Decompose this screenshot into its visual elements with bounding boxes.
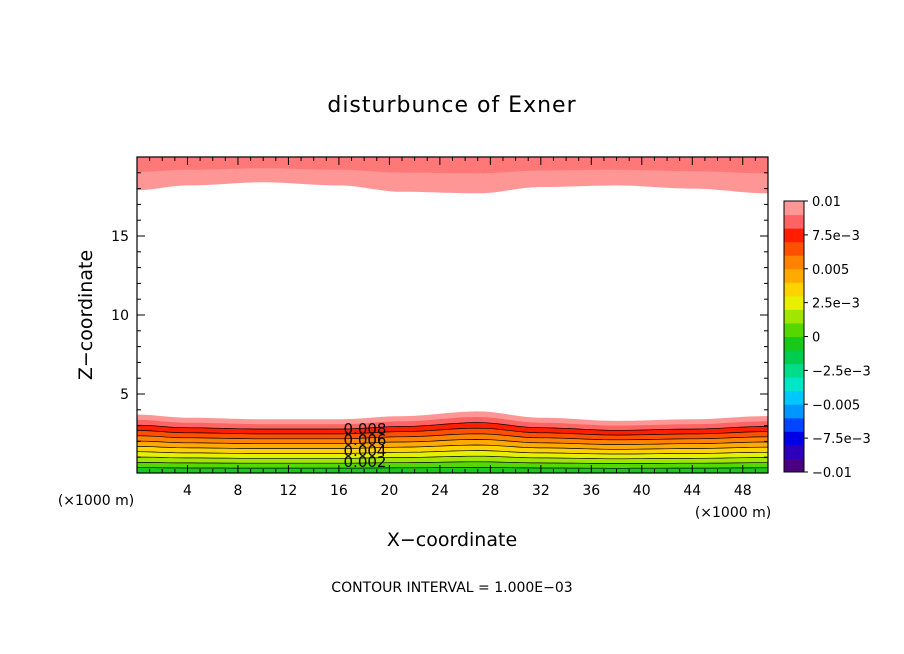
x-tick-label: 24: [431, 483, 449, 499]
contour-interval-note: CONTOUR INTERVAL = 1.000E−03: [331, 580, 572, 596]
x-tick-label: 12: [280, 483, 298, 499]
contour-line-3: [136, 450, 768, 455]
colorbar: 0.01 7.5e−3 0.005 2.5e−3 0 −2.5e−3 −0.005 −7.5e…: [783, 195, 871, 481]
contour-labels: 0.008 0.006 0.004 0.002: [344, 420, 387, 471]
colorbar-swatch: [784, 295, 804, 310]
colorbar-swatch: [784, 282, 804, 297]
x-tick-label: 8: [233, 483, 242, 499]
y-axis-label: Z−coordinate: [75, 250, 97, 380]
x-axis-label: X−coordinate: [387, 529, 517, 551]
colorbar-swatch: [784, 322, 804, 337]
x-unit-right: (×1000 m): [695, 505, 771, 521]
colorbar-swatch: [784, 404, 804, 419]
x-tick-label: 16: [330, 483, 348, 499]
contour-line-5: [136, 439, 768, 445]
contour-label-0004: 0.004: [344, 442, 387, 460]
colorbar-swatch: [784, 390, 804, 405]
colorbar-swatch: [784, 201, 804, 216]
colorbar-swatch: [784, 458, 804, 473]
x-tick-label: 20: [380, 483, 398, 499]
colorbar-swatch: [784, 309, 804, 324]
y-axis-ticks: 5 10 15: [111, 172, 768, 458]
x-tick-label: 36: [582, 483, 600, 499]
contour-lines: [136, 422, 769, 469]
contour-line-7: [136, 427, 769, 436]
colorbar-label: −0.01: [812, 466, 852, 481]
colorbar-swatch: [784, 214, 804, 229]
top-band-1: [137, 157, 768, 174]
contour-label-0002: 0.002: [344, 453, 387, 471]
colorbar-swatch: [784, 336, 804, 351]
colorbar-swatch: [784, 241, 804, 256]
colorbar-swatch: [784, 268, 804, 283]
y-tick-label: 10: [111, 308, 129, 324]
contour-line-0: [137, 467, 768, 469]
y-tick-label: 5: [120, 387, 129, 403]
contour-label-0008: 0.008: [344, 420, 387, 438]
x-tick-label: 48: [734, 483, 752, 499]
colorbar-swatch: [784, 363, 804, 378]
chart-title: disturbunce of Exner: [327, 93, 576, 118]
x-tick-label: 44: [683, 483, 701, 499]
x-axis-ticks: 4 8 12 16 20 24 28 32 36 40 44 48: [149, 157, 756, 499]
colorbar-label: 0.01: [812, 195, 841, 210]
colorbar-swatch: [784, 444, 804, 459]
x-tick-label: 32: [532, 483, 550, 499]
colorbar-swatch: [784, 417, 804, 432]
contour-line-1: [137, 461, 768, 464]
contour-label-0006: 0.006: [344, 431, 387, 449]
contour-line-6: [136, 433, 769, 441]
colorbar-swatch: [784, 431, 804, 446]
x-tick-label: 28: [481, 483, 499, 499]
y-tick-label: 15: [111, 229, 129, 245]
x-tick-label: 4: [183, 483, 192, 499]
colorbar-swatch: [784, 377, 804, 392]
contour-line-2: [137, 455, 768, 460]
colorbar-label: 0.005: [812, 263, 849, 278]
x-tick-label: 40: [633, 483, 651, 499]
contour-line-8: [136, 422, 768, 431]
colorbar-label: 0: [812, 331, 820, 346]
colorbar-label: −7.5e−3: [812, 432, 871, 447]
colorbar-swatch: [784, 228, 804, 243]
contour-line-4: [136, 444, 769, 450]
x-unit-left: (×1000 m): [58, 493, 134, 509]
colorbar-label: 2.5e−3: [812, 297, 860, 312]
colorbar-label: −2.5e−3: [812, 364, 871, 379]
colorbar-label: −0.005: [812, 398, 860, 413]
colorbar-swatch: [784, 255, 804, 270]
colorbar-label: 7.5e−3: [812, 229, 860, 244]
colorbar-swatch: [784, 350, 804, 365]
